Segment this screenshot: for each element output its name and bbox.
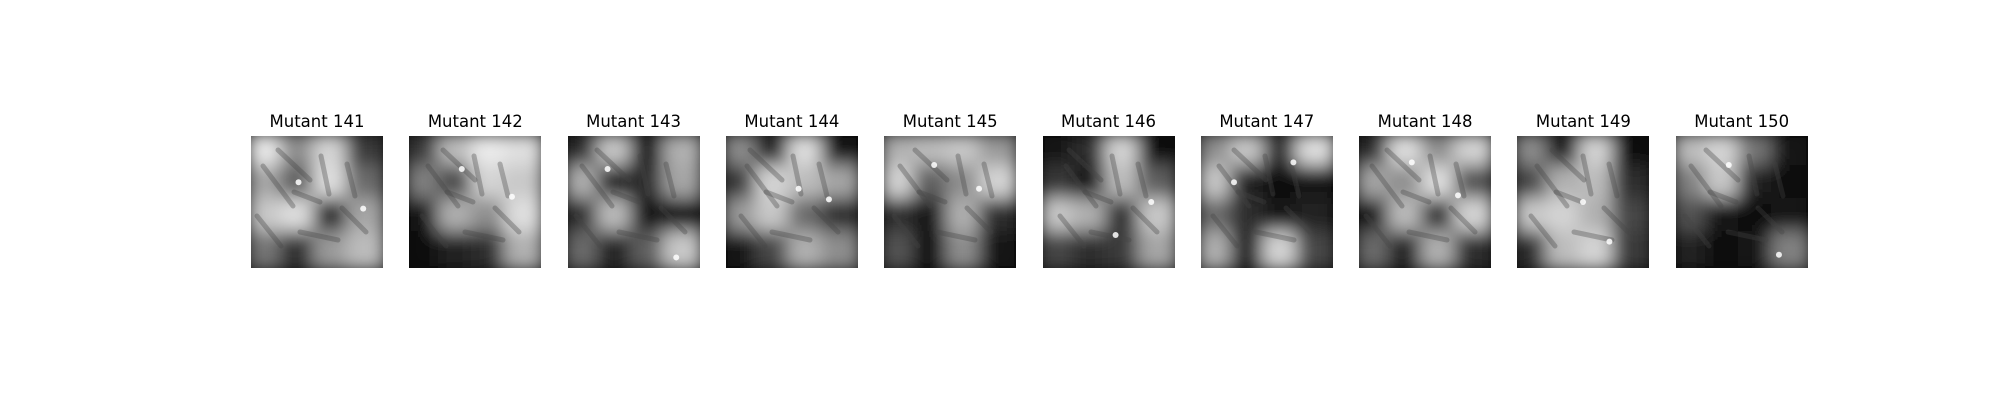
mutant-panel: Mutant 144 xyxy=(725,112,858,270)
mutant-panel: Mutant 148 xyxy=(1359,112,1492,270)
panel-title: Mutant 145 xyxy=(902,112,998,131)
mutant-panel: Mutant 145 xyxy=(884,112,1017,270)
panel-title: Mutant 148 xyxy=(1377,112,1473,131)
mutant-image xyxy=(725,136,858,268)
mutant-image xyxy=(1042,136,1175,268)
mutant-panel: Mutant 150 xyxy=(1675,112,1808,270)
panel-title: Mutant 146 xyxy=(1061,112,1156,131)
panel-title: Mutant 149 xyxy=(1535,112,1631,131)
mutant-image xyxy=(1359,136,1492,268)
panel-title: Mutant 142 xyxy=(427,112,523,131)
mutant-image xyxy=(409,136,542,268)
mutant-image xyxy=(1517,136,1650,268)
mutant-panel: Mutant 142 xyxy=(409,112,542,270)
mutant-panel: Mutant 141 xyxy=(251,112,383,270)
mutant-panel: Mutant 147 xyxy=(1200,112,1333,270)
panel-title: Mutant 141 xyxy=(269,112,365,131)
mutant-image xyxy=(1675,136,1808,268)
mutant-panel: Mutant 143 xyxy=(567,112,700,270)
panel-title: Mutant 144 xyxy=(744,112,840,131)
mutant-image xyxy=(567,136,700,268)
mutant-panel: Mutant 146 xyxy=(1042,112,1175,270)
mutant-image xyxy=(884,136,1017,268)
panel-title: Mutant 150 xyxy=(1694,112,1790,131)
mutant-image xyxy=(1200,136,1333,268)
panel-title: Mutant 147 xyxy=(1219,112,1315,131)
mutant-image xyxy=(251,136,383,268)
mutant-panel: Mutant 149 xyxy=(1517,112,1650,270)
panel-title: Mutant 143 xyxy=(586,112,682,131)
